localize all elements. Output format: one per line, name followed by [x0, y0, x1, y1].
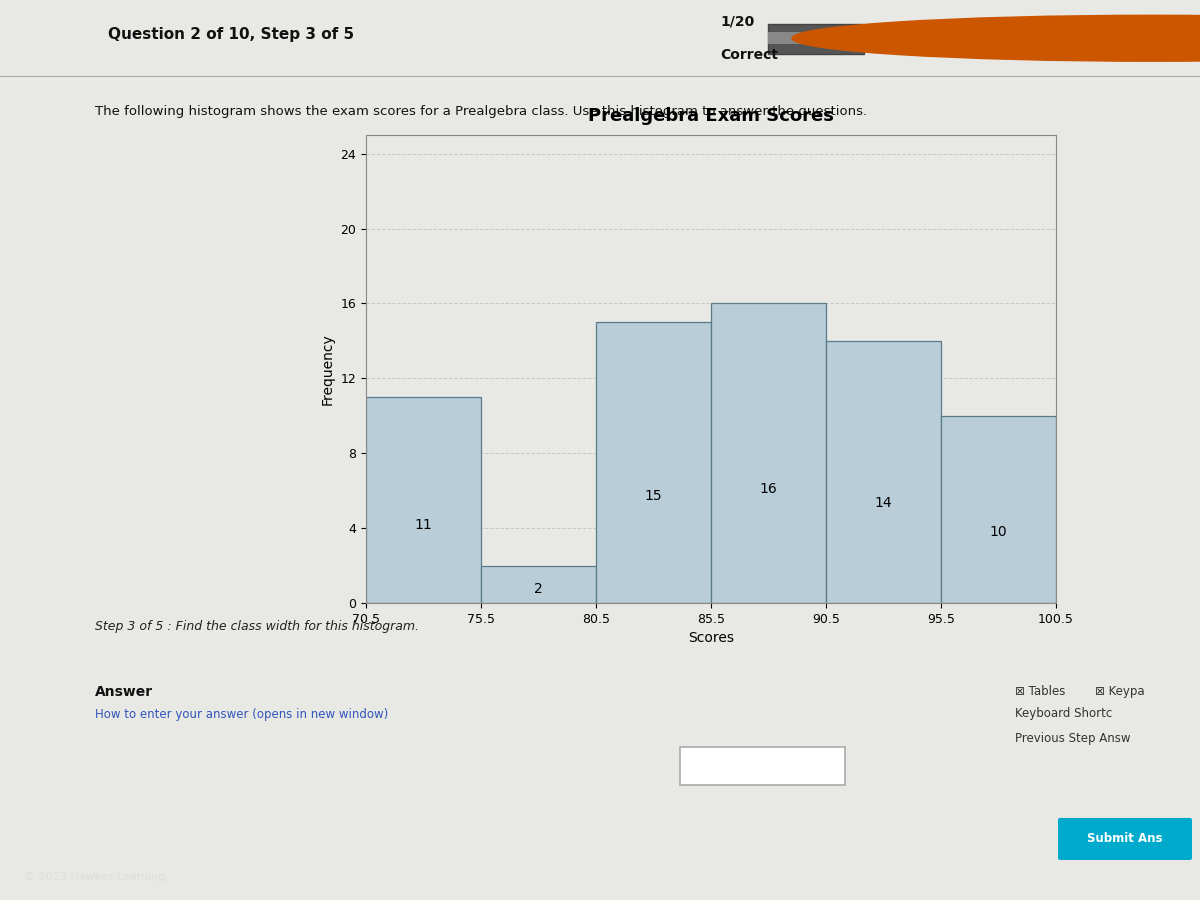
Text: 11: 11 — [415, 518, 432, 532]
Text: Step 3 of 5 : Find the class width for this histogram.: Step 3 of 5 : Find the class width for t… — [95, 620, 419, 633]
Text: 1/20: 1/20 — [720, 14, 755, 29]
Text: 10: 10 — [990, 525, 1007, 539]
Text: Question 2 of 10, Step 3 of 5: Question 2 of 10, Step 3 of 5 — [108, 27, 354, 42]
Text: Submit Ans: Submit Ans — [1087, 832, 1163, 845]
Bar — [366, 397, 481, 603]
Text: 2: 2 — [534, 581, 542, 596]
Bar — [596, 322, 710, 603]
Text: Answer: Answer — [95, 685, 154, 699]
Circle shape — [792, 15, 1200, 61]
Text: The following histogram shows the exam scores for a Prealgebra class. Use this h: The following histogram shows the exam s… — [95, 104, 868, 118]
Text: 15: 15 — [644, 490, 662, 503]
Title: Prealgebra Exam Scores: Prealgebra Exam Scores — [588, 107, 834, 125]
Text: ⊠ Keypa: ⊠ Keypa — [1096, 685, 1145, 698]
FancyBboxPatch shape — [680, 747, 845, 785]
Text: 14: 14 — [875, 497, 893, 510]
Bar — [827, 341, 941, 603]
Text: 16: 16 — [760, 482, 778, 496]
Text: ⊠ Tables: ⊠ Tables — [1015, 685, 1066, 698]
FancyBboxPatch shape — [768, 32, 1032, 44]
Bar — [481, 565, 595, 603]
FancyBboxPatch shape — [768, 24, 864, 54]
Text: © 2023 Hawkes Learning: © 2023 Hawkes Learning — [24, 871, 166, 882]
Text: Keyboard Shortc: Keyboard Shortc — [1015, 706, 1112, 720]
Bar — [941, 416, 1056, 603]
Text: Previous Step Answ: Previous Step Answ — [1015, 732, 1130, 745]
Text: How to enter your answer (opens in new window): How to enter your answer (opens in new w… — [95, 708, 389, 721]
Y-axis label: Frequency: Frequency — [320, 333, 335, 405]
FancyBboxPatch shape — [1058, 818, 1192, 860]
X-axis label: Scores: Scores — [688, 631, 734, 645]
Text: Correct: Correct — [720, 48, 778, 62]
Bar — [712, 303, 826, 603]
